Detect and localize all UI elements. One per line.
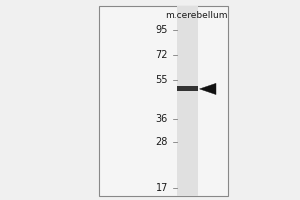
Text: 55: 55 [155,75,168,85]
Text: 36: 36 [156,114,168,124]
Text: m.cerebellum: m.cerebellum [165,11,227,20]
Bar [177,86,198,91]
Polygon shape [200,83,216,95]
Bar [99,6,228,196]
Text: 28: 28 [156,137,168,147]
Text: 17: 17 [156,183,168,193]
Bar [177,6,198,196]
Text: 72: 72 [155,50,168,60]
Text: 95: 95 [156,25,168,35]
